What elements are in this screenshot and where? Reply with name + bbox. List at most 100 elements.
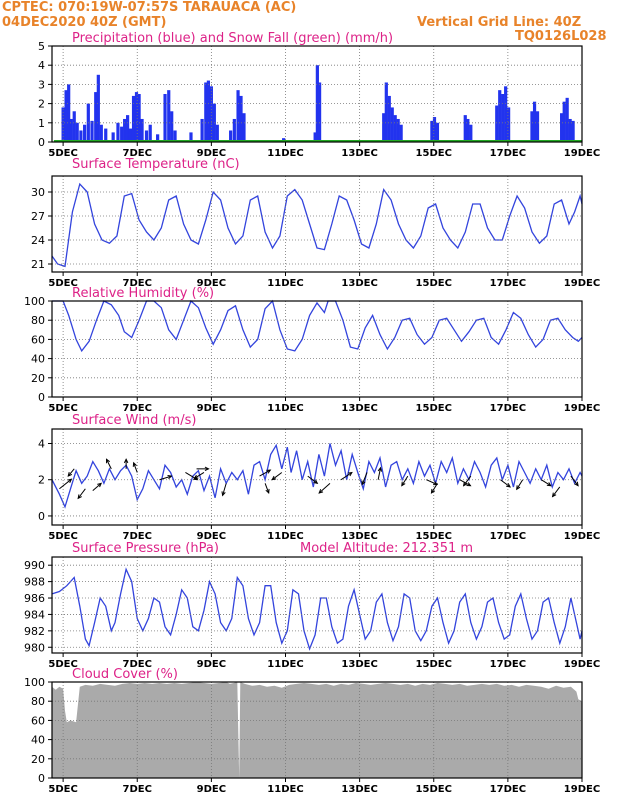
wind-arrow	[59, 478, 73, 490]
y-tick-label: 80	[31, 695, 45, 708]
precip-bar	[104, 128, 108, 142]
wind-arrow-shaft	[552, 486, 561, 497]
panel-title: Surface Temperature (nC)	[72, 157, 240, 172]
wind-arrow-head	[401, 481, 406, 487]
model-altitude-note: Model Altitude: 212.351 m	[300, 541, 473, 556]
wind-arrow-shaft	[361, 472, 368, 485]
y-tick-label: 986	[24, 592, 45, 605]
wind-arrow-head	[167, 474, 173, 480]
wind-arrow	[105, 458, 112, 470]
precip-bar	[393, 115, 397, 142]
precip-bar	[215, 124, 219, 142]
wind-arrow-head	[77, 494, 82, 500]
chart-panel-3: Relative Humidity (%) 0 20 40 60 80 100 5DEC 7DE…	[24, 286, 600, 414]
y-tick-label: 100	[24, 295, 45, 308]
x-tick-label: 11DEC	[267, 784, 303, 795]
x-tick-label: 5DEC	[48, 403, 77, 414]
wind-arrow	[377, 466, 383, 480]
x-tick-label: 5DEC	[48, 784, 77, 795]
precip-bar	[99, 124, 103, 142]
precip-bar	[469, 124, 473, 142]
wind-arrow-head	[347, 471, 353, 477]
y-tick-label: 2	[38, 98, 45, 111]
x-tick-label: 19DEC	[564, 148, 600, 159]
wind-arrow-shaft	[271, 472, 283, 481]
y-tick-label: 980	[24, 641, 45, 654]
wind-arrow	[92, 482, 103, 491]
x-tick-label: 11DEC	[267, 148, 303, 159]
precip-bar	[495, 105, 499, 142]
x-tick-label: 17DEC	[490, 403, 526, 414]
wind-arrow-head	[551, 492, 557, 498]
precip-bar	[134, 92, 139, 142]
precip-bar	[170, 111, 174, 142]
plot-frame	[51, 428, 583, 526]
precip-bar	[535, 111, 540, 142]
precip-bar	[560, 113, 564, 142]
precip-bar	[498, 90, 502, 142]
precip-bar	[96, 74, 100, 142]
precip-bar	[399, 124, 403, 142]
precip-bar	[83, 124, 87, 142]
x-tick-label: 13DEC	[341, 403, 377, 414]
wind-arrow	[570, 475, 579, 487]
y-tick-label: 30	[31, 186, 45, 199]
wind-arrow-head	[318, 489, 324, 494]
plot-frame	[51, 300, 583, 398]
chart-panel-2: Surface Temperature (nC) 21 24 27 30 5DEC 7DEC…	[31, 157, 600, 289]
chart-header: CPTEC: 070:19W-07:57S TARAUACA (AC) 04DE…	[0, 0, 618, 44]
x-tick-label: 7DEC	[123, 659, 152, 670]
x-tick-label: 15DEC	[416, 659, 452, 670]
wind-arrow	[361, 472, 368, 486]
precip-bar	[144, 130, 149, 142]
y-tick-label: 984	[24, 608, 45, 621]
x-tick-label: 13DEC	[341, 531, 377, 542]
precip-bar	[571, 120, 575, 142]
wind-arrow	[271, 472, 283, 481]
wind-arrow	[132, 461, 138, 473]
x-tick-label: 5DEC	[48, 531, 77, 542]
precip-bar	[189, 132, 193, 142]
wind-arrow-shaft	[159, 475, 172, 481]
wind-arrow	[159, 474, 173, 481]
precip-bar	[532, 101, 537, 142]
wind-arrow-shaft	[401, 475, 409, 486]
precip-bar	[229, 130, 233, 142]
precip-bar	[167, 90, 171, 142]
precip-bar	[396, 118, 400, 142]
precip-bar	[204, 82, 208, 142]
panel-title: Surface Pressure (hPa)	[72, 541, 219, 556]
y-tick-label: 60	[31, 333, 45, 346]
wind-arrow-shaft	[307, 475, 318, 484]
wind-arrow-shaft	[318, 482, 331, 494]
wind-arrow	[426, 479, 439, 486]
x-tick-label: 9DEC	[197, 784, 226, 795]
x-tick-label: 19DEC	[564, 531, 600, 542]
wind-arrow-shaft	[459, 479, 471, 487]
wind-arrow	[77, 488, 86, 500]
wind-arrow-head	[574, 481, 579, 487]
wind-arrow-head	[516, 485, 521, 491]
precip-bar	[504, 86, 508, 142]
wind-arrow	[307, 475, 319, 484]
x-tick-label: 15DEC	[416, 403, 452, 414]
y-tick-label: 20	[31, 753, 45, 766]
wind-arrow-shaft	[377, 467, 382, 480]
x-tick-label: 17DEC	[490, 659, 526, 670]
wind-arrow	[193, 472, 205, 480]
wind-arrow	[430, 483, 438, 494]
precip-bar	[200, 118, 204, 142]
precip-bar	[75, 122, 79, 142]
x-tick-label: 9DEC	[197, 531, 226, 542]
precip-bar	[317, 82, 322, 142]
wind-arrow	[264, 483, 270, 495]
wind-arrow-head	[462, 481, 468, 487]
wind-arrow	[540, 479, 552, 487]
precip-bar	[148, 124, 152, 142]
precip-bar	[67, 84, 71, 142]
x-tick-label: 17DEC	[490, 148, 526, 159]
x-tick-label: 15DEC	[416, 278, 452, 289]
x-tick-label: 19DEC	[564, 278, 600, 289]
x-tick-label: 7DEC	[123, 784, 152, 795]
station-line: CPTEC: 070:19W-07:57S TARAUACA (AC)	[2, 0, 297, 15]
